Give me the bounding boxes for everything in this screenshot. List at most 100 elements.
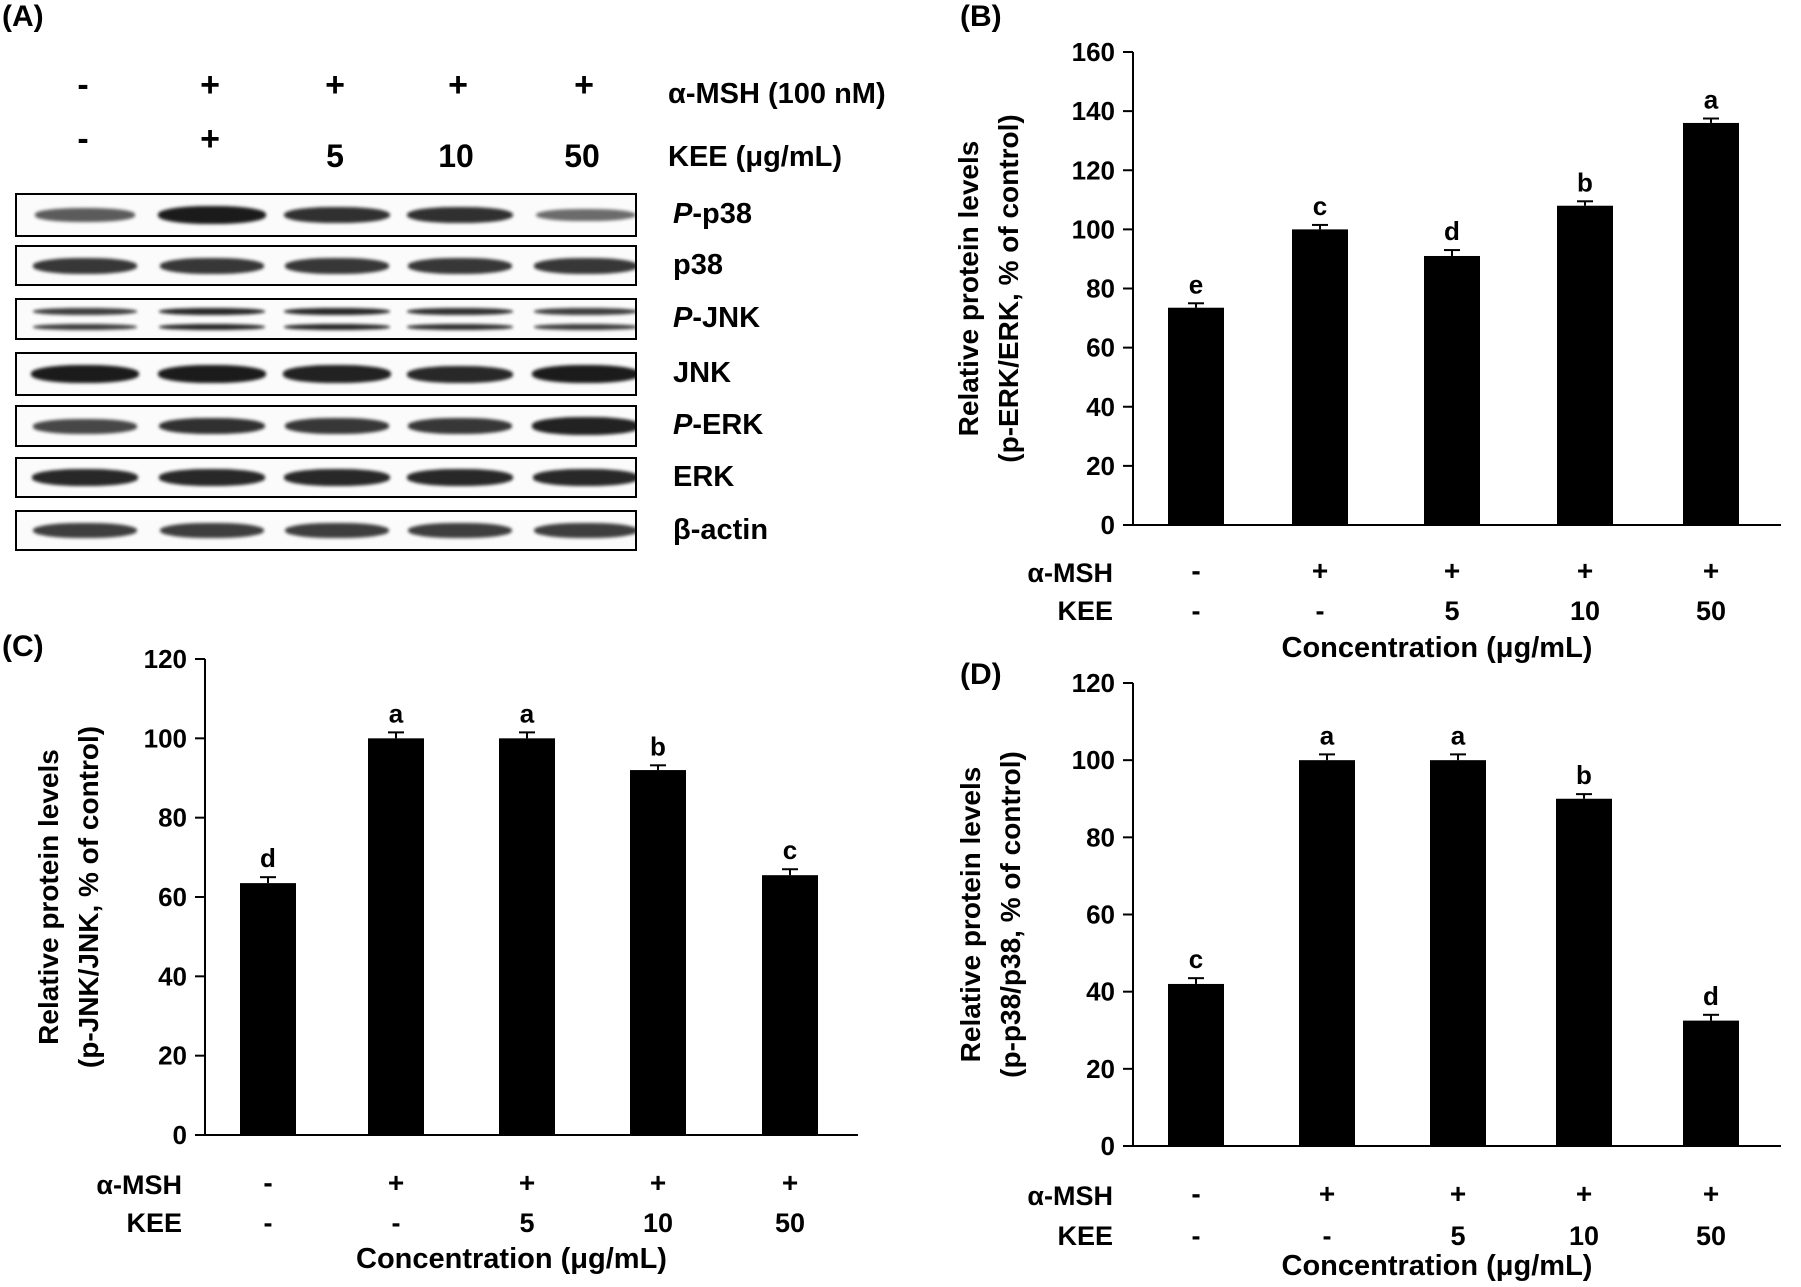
msh-sign: + <box>519 1167 535 1198</box>
significance-letter: a <box>1451 720 1466 750</box>
bar <box>1430 760 1486 1146</box>
msh-sign: + <box>388 1167 404 1198</box>
y-tick-label: 100 <box>144 723 187 753</box>
y-tick-label: 40 <box>1086 392 1115 422</box>
kee-sign: 50 <box>1696 1221 1726 1251</box>
kee-sign: 10 <box>1570 596 1600 626</box>
msh-sign: + <box>1577 555 1593 586</box>
blot-strip <box>15 405 637 447</box>
kee-sign: 5 <box>1444 596 1459 626</box>
blot-band <box>33 522 137 539</box>
msh-row-label: α-MSH (100 nM) <box>668 78 886 110</box>
y-tick-label: 20 <box>158 1041 187 1071</box>
bar <box>1424 255 1480 525</box>
blot-band <box>31 365 139 383</box>
msh-sign: + <box>448 66 468 104</box>
blot-strip <box>15 298 637 340</box>
blot-band <box>159 417 265 435</box>
msh-sign: + <box>200 66 220 104</box>
y-tick-label: 0 <box>1101 1131 1115 1161</box>
kee-sign: - <box>1192 596 1201 626</box>
blot-band <box>406 365 514 383</box>
kee-sign: 10 <box>1569 1221 1599 1251</box>
msh-sign: - <box>263 1167 272 1198</box>
y-tick-label: 100 <box>1072 745 1115 775</box>
y-tick-label: 60 <box>1086 900 1115 930</box>
y-tick-label: 40 <box>1086 977 1115 1007</box>
x-axis-label: Concentration (μg/mL) <box>356 1243 667 1275</box>
blot-band <box>533 257 635 274</box>
blot-label-text: -JNK <box>692 302 761 334</box>
panel-b-label: (B) <box>960 0 1002 33</box>
blot-band <box>283 469 391 486</box>
blot-band <box>158 323 266 330</box>
msh-sign: + <box>574 66 594 104</box>
blot-band <box>33 307 137 315</box>
bar <box>1556 798 1612 1146</box>
msh-sign: + <box>1444 555 1460 586</box>
blot-label-text: β-actin <box>673 513 769 546</box>
kee-sign: 50 <box>1696 596 1726 626</box>
blot-label: P-ERK <box>673 409 763 442</box>
significance-letter: e <box>1189 269 1203 299</box>
blot-label-prefix: P <box>673 198 693 230</box>
blot-band <box>534 323 635 330</box>
kee-sign: 10 <box>643 1208 673 1238</box>
y-tick-label: 160 <box>1072 37 1115 67</box>
blot-band <box>532 469 635 486</box>
blot-band <box>532 365 635 383</box>
blot-band <box>33 418 137 434</box>
kee-sign: - <box>77 120 89 158</box>
x-axis-label: Concentration (μg/mL) <box>1282 1250 1593 1282</box>
y-axis-label: Relative protein levels <box>953 141 984 437</box>
blot-band <box>536 208 635 222</box>
blot-band <box>407 206 513 224</box>
blot-band <box>158 469 266 486</box>
msh-sign: - <box>1191 555 1200 586</box>
x-axis-label: Concentration (μg/mL) <box>1282 632 1593 664</box>
blot-band <box>284 257 390 274</box>
kee-sign: - <box>1323 1221 1332 1251</box>
blot-band <box>284 206 390 224</box>
msh-sign: - <box>1191 1178 1200 1209</box>
blot-label-text: JNK <box>673 357 732 389</box>
blot-band <box>33 323 137 330</box>
msh-sign: + <box>650 1167 666 1198</box>
significance-letter: c <box>1313 191 1327 221</box>
blot-band <box>34 208 136 222</box>
blot-label: JNK <box>673 357 731 390</box>
blot-band <box>407 257 513 274</box>
significance-letter: a <box>389 698 404 728</box>
blot-strip <box>15 193 637 237</box>
kee-sign: + <box>200 120 220 158</box>
blot-label-prefix: P <box>673 409 693 441</box>
y-tick-label: 20 <box>1086 451 1115 481</box>
bar <box>1683 122 1739 525</box>
blot-band <box>407 418 513 434</box>
bar <box>1292 229 1348 525</box>
msh-sign: + <box>782 1167 798 1198</box>
blot-label-prefix: P <box>673 302 693 334</box>
blot-band <box>406 469 514 486</box>
blot-band <box>283 323 391 330</box>
significance-letter: d <box>1444 216 1460 246</box>
y-tick-label: 120 <box>1072 668 1115 698</box>
blot-strip <box>15 510 637 551</box>
blot-label-text: -p38 <box>692 198 752 230</box>
y-tick-label: 80 <box>1086 274 1115 304</box>
bar <box>1168 307 1224 525</box>
y-tick-label: 80 <box>158 803 187 833</box>
blot-band <box>532 417 635 435</box>
msh-sign: + <box>1703 555 1719 586</box>
bar <box>499 738 555 1135</box>
msh-sign: + <box>1319 1178 1335 1209</box>
y-tick-label: 0 <box>1101 510 1115 540</box>
significance-letter: d <box>260 843 276 873</box>
blot-band <box>159 257 265 274</box>
kee-sign: 50 <box>775 1208 805 1238</box>
bar <box>1168 983 1224 1146</box>
bar <box>240 883 296 1135</box>
y-tick-label: 20 <box>1086 1054 1115 1084</box>
blot-label-text: -ERK <box>692 409 764 441</box>
